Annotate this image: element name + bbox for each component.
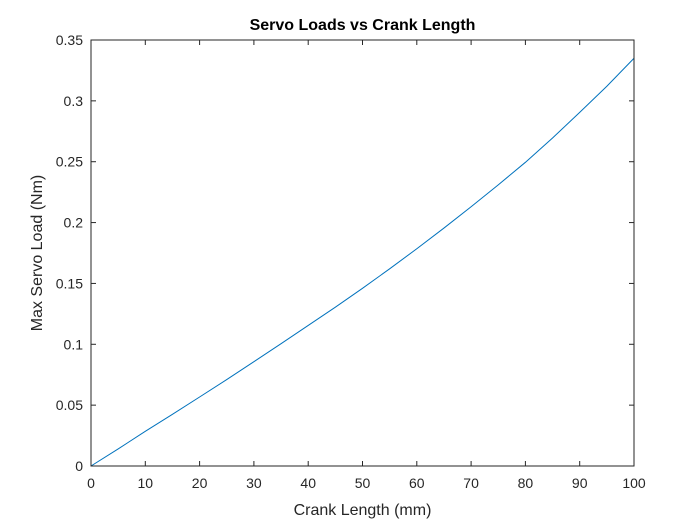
x-tick-label: 40 <box>300 475 316 491</box>
y-tick-label: 0.35 <box>56 32 83 48</box>
x-tick-label: 100 <box>622 475 646 491</box>
x-tick-label: 0 <box>87 475 95 491</box>
x-tick-label: 10 <box>138 475 154 491</box>
plot-area <box>91 40 634 466</box>
y-tick-label: 0.1 <box>64 336 84 352</box>
y-tick-label: 0.2 <box>64 215 84 231</box>
x-tick-label: 90 <box>572 475 588 491</box>
y-tick-label: 0 <box>75 458 83 474</box>
series-line <box>90 57 635 467</box>
y-tick-label: 0.15 <box>56 275 83 291</box>
x-tick-label: 30 <box>246 475 262 491</box>
x-tick-label: 80 <box>518 475 534 491</box>
chart-title: Servo Loads vs Crank Length <box>250 17 476 34</box>
y-axis-label: Max Servo Load (Nm) <box>29 175 46 332</box>
plot-box <box>90 39 635 467</box>
x-tick-label: 60 <box>409 475 425 491</box>
y-tick-label: 0.05 <box>56 397 83 413</box>
x-axis-label: Crank Length (mm) <box>294 502 432 519</box>
x-tick-label: 70 <box>463 475 479 491</box>
y-tick-label: 0.25 <box>56 154 83 170</box>
y-tick-label: 0.3 <box>64 93 84 109</box>
x-tick-label: 20 <box>192 475 208 491</box>
x-tick-label: 50 <box>355 475 371 491</box>
tick-labels: 0 10 20 30 40 50 60 70 80 90 100 0 0.05 0.1 0.15 0.2 0.2… <box>56 32 646 491</box>
